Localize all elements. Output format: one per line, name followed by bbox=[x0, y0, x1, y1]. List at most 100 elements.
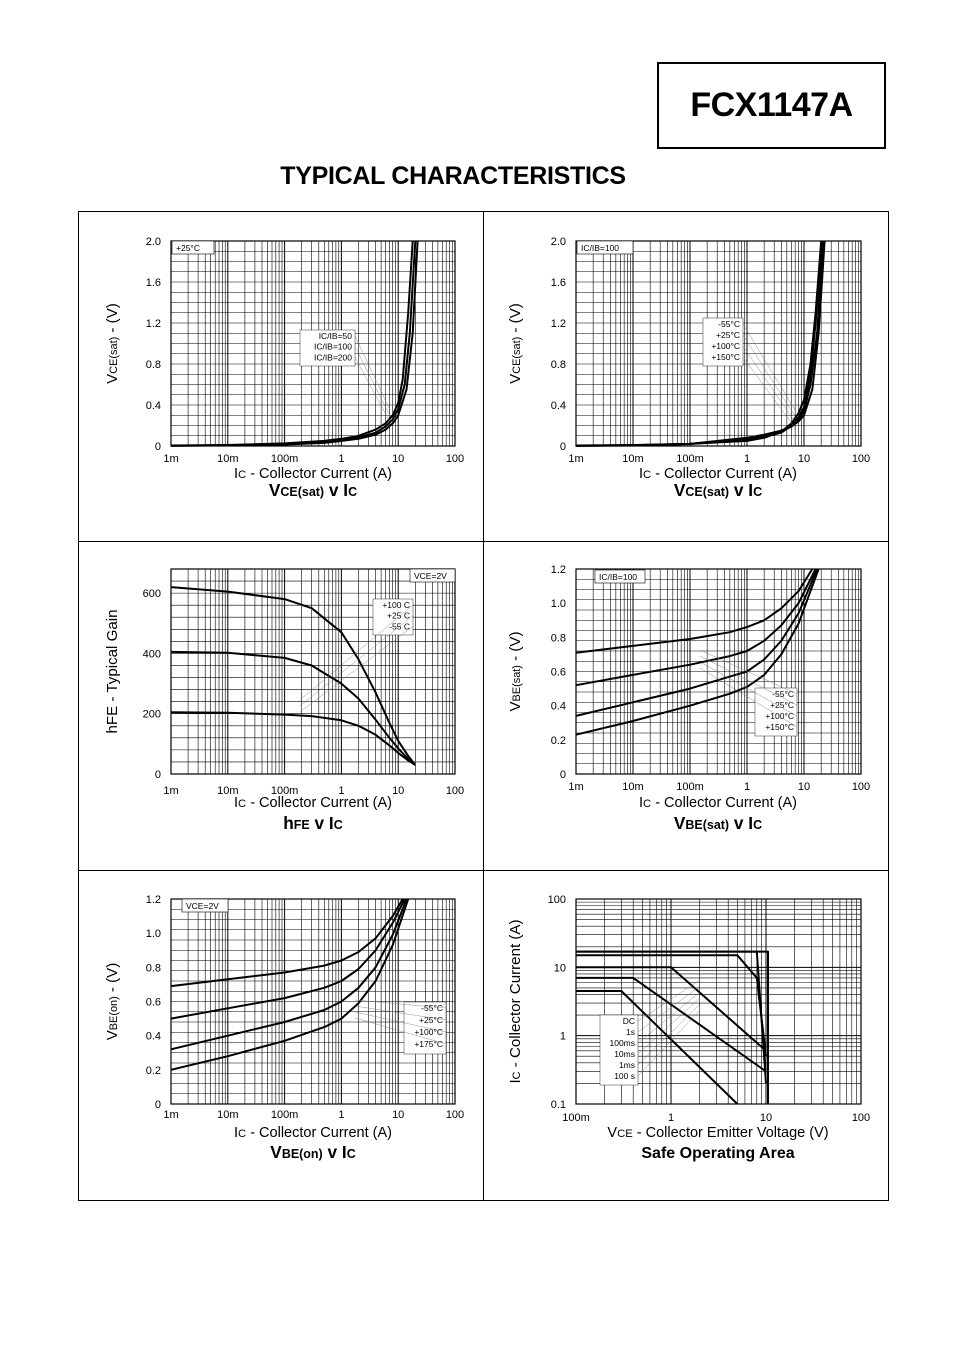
series-line-2 bbox=[170, 898, 406, 1020]
y-tick-label: 100 bbox=[548, 894, 566, 906]
x-tick-label: 10m bbox=[217, 453, 238, 465]
x-tick-label: 1m bbox=[163, 1109, 178, 1121]
condition-note: VCE=2V bbox=[414, 571, 447, 581]
x-tick-label: 10m bbox=[217, 1109, 238, 1121]
y-tick-label: 0.8 bbox=[551, 632, 566, 644]
y-tick-label: 2.0 bbox=[146, 236, 161, 248]
legend-entry: 100ms bbox=[609, 1038, 635, 1048]
x-tick-label: 10 bbox=[798, 453, 810, 465]
x-tick-label: 100 bbox=[446, 1109, 464, 1121]
y-tick-label: 10 bbox=[554, 962, 566, 974]
legend-entry: -55°C bbox=[718, 319, 740, 329]
legend-entry: +25°C bbox=[419, 1015, 443, 1025]
series-line-1 bbox=[170, 898, 404, 988]
condition-note: IC/IB=100 bbox=[581, 243, 619, 253]
plot-border bbox=[170, 898, 456, 1105]
x-tick-label: 100 bbox=[852, 1112, 870, 1124]
series-line-6 bbox=[576, 950, 769, 1104]
x-axis-label: IC - Collector Current (A) bbox=[234, 1125, 392, 1141]
x-tick-label: 100 bbox=[446, 453, 464, 465]
y-tick-label: 1.2 bbox=[551, 564, 566, 576]
chart-title: hFE v IC bbox=[283, 813, 343, 833]
y-tick-label: 0 bbox=[155, 769, 161, 781]
y-tick-label: 0.4 bbox=[146, 400, 161, 412]
y-tick-label: 0.4 bbox=[551, 701, 566, 713]
y-tick-label: 1.2 bbox=[146, 894, 161, 906]
condition-note: IC/IB=100 bbox=[599, 572, 637, 582]
series-line-2 bbox=[170, 650, 416, 766]
x-tick-label: 1 bbox=[338, 785, 344, 797]
grid-divider-vertical bbox=[483, 211, 484, 1201]
legend-leader bbox=[299, 604, 414, 701]
condition-note-box bbox=[594, 569, 646, 584]
condition-note-box bbox=[576, 240, 634, 255]
x-axis-label-part: I bbox=[234, 1125, 238, 1141]
page-title: TYPICAL CHARACTERISTICS bbox=[280, 162, 626, 190]
y-axis-label-part: - (V) bbox=[507, 303, 524, 337]
x-tick-label: 10 bbox=[392, 785, 404, 797]
legend-leader bbox=[637, 985, 701, 1033]
x-tick-label: 100m bbox=[271, 785, 299, 797]
y-axis-label: VCE(sat) - (V) bbox=[104, 303, 121, 384]
x-axis-label: VCE - Collector Emitter Voltage (V) bbox=[607, 1125, 828, 1141]
chart-title-part: BE(sat) bbox=[685, 818, 729, 832]
y-tick-label: 600 bbox=[143, 588, 161, 600]
x-axis-label-part: C bbox=[238, 469, 246, 481]
legend-entry: +100°C bbox=[711, 341, 740, 351]
y-axis-label-part: - (V) bbox=[104, 963, 121, 997]
y-tick-label: 1.6 bbox=[146, 277, 161, 289]
y-tick-label: 0 bbox=[155, 441, 161, 453]
x-tick-label: 1m bbox=[568, 781, 583, 793]
y-tick-label: 0.6 bbox=[551, 667, 566, 679]
legend-box bbox=[702, 317, 744, 367]
y-axis-label: IC - Collector Current (A) bbox=[507, 919, 524, 1083]
chart-title-part: V bbox=[674, 813, 686, 833]
legend-leader bbox=[299, 615, 414, 707]
series-line-4 bbox=[575, 240, 826, 447]
chart-title-part: C bbox=[348, 485, 357, 499]
chart-vbesat: 1m 10m 100m 1 10 100 0 0.2 0.4 0.6 0.8 1.0 1.2 IC/IB=… bbox=[507, 564, 870, 833]
y-axis-label-part: V bbox=[507, 373, 524, 384]
legend-leader bbox=[354, 357, 391, 423]
chart-title-part: V bbox=[270, 1142, 282, 1162]
legend-entry: 1ms bbox=[619, 1060, 635, 1070]
x-tick-label: 1 bbox=[338, 1109, 344, 1121]
x-axis-label-part: V bbox=[607, 1125, 617, 1141]
legend-box bbox=[372, 598, 414, 636]
x-tick-label: 100m bbox=[271, 453, 299, 465]
y-tick-label: 0.1 bbox=[551, 1099, 566, 1111]
y-tick-label: 1.2 bbox=[146, 318, 161, 330]
y-axis-label-part: BE(sat) bbox=[511, 665, 523, 701]
legend-entry: 1s bbox=[626, 1027, 635, 1037]
x-axis-label-part: - Collector Current (A) bbox=[246, 795, 392, 811]
chart-hfe: 1m 10m 100m 1 10 100 0 200 400 600 VCE=2V +100 C+25… bbox=[104, 568, 464, 833]
plot-border bbox=[575, 568, 862, 775]
series-line-2 bbox=[576, 976, 767, 1073]
legend-entry: +100°C bbox=[414, 1027, 443, 1037]
y-tick-label: 0.8 bbox=[551, 359, 566, 371]
legend-entry: +100°C bbox=[765, 711, 794, 721]
legend-entry: 100 s bbox=[614, 1071, 635, 1081]
y-tick-label: 0.4 bbox=[146, 1031, 161, 1043]
legend-entry: +175°C bbox=[414, 1039, 443, 1049]
x-axis-label-part: I bbox=[234, 795, 238, 811]
x-axis-label-part: C bbox=[643, 469, 651, 481]
chart-title-part: C bbox=[753, 485, 762, 499]
x-axis-label: IC - Collector Current (A) bbox=[234, 466, 392, 482]
legend-box bbox=[599, 1014, 639, 1086]
series-line-3 bbox=[576, 966, 767, 1052]
x-tick-label: 1 bbox=[744, 781, 750, 793]
x-tick-label: 10 bbox=[392, 1109, 404, 1121]
x-tick-label: 1m bbox=[568, 453, 583, 465]
x-axis-label-part: C bbox=[238, 798, 246, 810]
x-axis-label: IC - Collector Current (A) bbox=[234, 795, 392, 811]
legend-entry: -55°C bbox=[772, 689, 794, 699]
plot-grid bbox=[170, 898, 455, 1105]
y-axis-label: VBE(on) - (V) bbox=[104, 963, 121, 1041]
series-line-3 bbox=[170, 240, 419, 447]
condition-note: VCE=2V bbox=[186, 901, 219, 911]
part-number-box: FCX1147A bbox=[657, 62, 886, 149]
y-tick-label: 1.2 bbox=[551, 318, 566, 330]
legend-entry: IC/IB=50 bbox=[319, 331, 353, 341]
